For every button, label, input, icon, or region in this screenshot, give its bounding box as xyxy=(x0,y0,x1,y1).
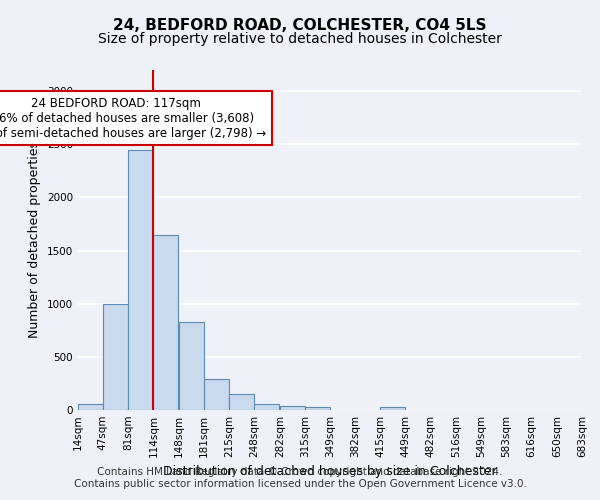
Text: 24, BEDFORD ROAD, COLCHESTER, CO4 5LS: 24, BEDFORD ROAD, COLCHESTER, CO4 5LS xyxy=(113,18,487,32)
Bar xyxy=(128,150,154,410)
Bar xyxy=(280,406,305,410)
Bar xyxy=(154,234,178,410)
X-axis label: Distribution of detached houses by size in Colchester: Distribution of detached houses by size … xyxy=(163,466,497,478)
Text: Contains HM Land Registry data © Crown copyright and database right 2024.
Contai: Contains HM Land Registry data © Crown c… xyxy=(74,468,526,489)
Bar xyxy=(254,404,279,410)
Text: Size of property relative to detached houses in Colchester: Size of property relative to detached ho… xyxy=(98,32,502,46)
Bar xyxy=(103,304,128,410)
Bar xyxy=(229,394,254,410)
Bar xyxy=(380,407,405,410)
Bar xyxy=(179,322,204,410)
Bar xyxy=(78,404,103,410)
Bar xyxy=(305,407,329,410)
Y-axis label: Number of detached properties: Number of detached properties xyxy=(28,142,41,338)
Text: 24 BEDFORD ROAD: 117sqm
← 56% of detached houses are smaller (3,608)
43% of semi: 24 BEDFORD ROAD: 117sqm ← 56% of detache… xyxy=(0,96,266,140)
Bar xyxy=(204,378,229,410)
